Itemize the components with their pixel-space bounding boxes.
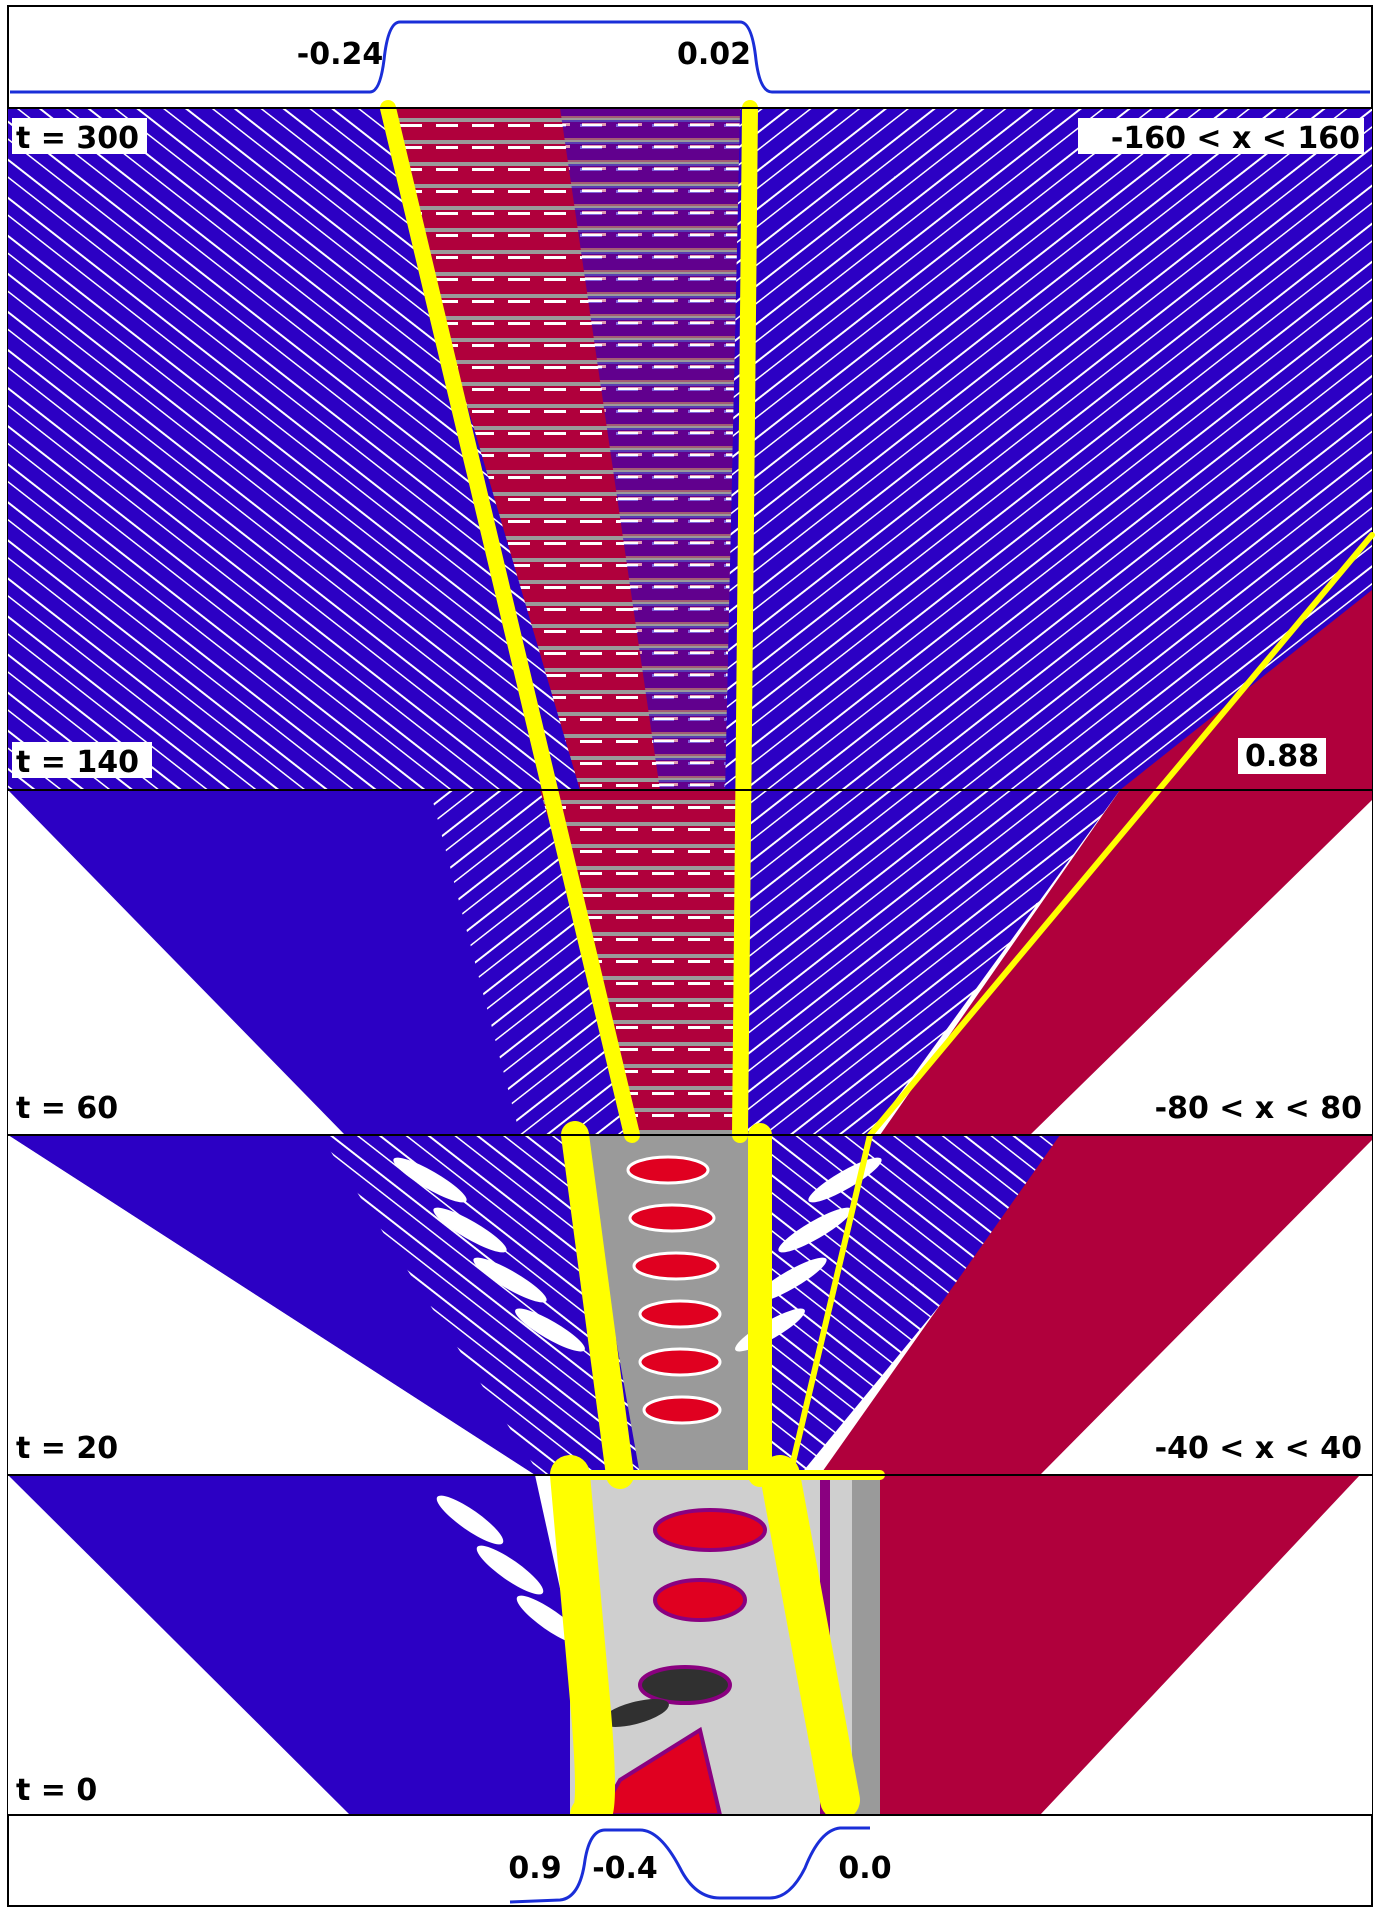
section-t140-t300: [8, 108, 1372, 790]
left-blue-wedge-4: [8, 1475, 610, 1815]
time-label-140: t = 140: [16, 745, 139, 780]
bottom-right-value: 0.0: [838, 1851, 891, 1886]
left-blue-wedge-2: [8, 790, 520, 1135]
left-yellow-ray: [380, 100, 640, 1143]
bottom-middle-value: -0.4: [592, 1851, 658, 1886]
red-blob-4a: [653, 1508, 767, 1552]
red-blob-4b: [653, 1578, 747, 1622]
range-label-80: -80 < x < 80: [1155, 1091, 1362, 1126]
top-left-value: -0.24: [297, 37, 383, 72]
left-blue-wedge-3: [8, 1135, 620, 1475]
time-label-0: t = 0: [16, 1773, 97, 1808]
time-labels: t = 300 t = 140 t = 60 t = 20 t = 0: [12, 118, 152, 1808]
time-label-60: t = 60: [16, 1091, 118, 1126]
red-blobs-3: [626, 1155, 722, 1425]
range-labels: -160 < x < 160 -80 < x < 80 -40 < x < 40: [1078, 118, 1364, 1466]
bottom-left-value: 0.9: [508, 1851, 561, 1886]
bottom-profile-curve: [509, 1826, 870, 1904]
streak-field-right: [700, 108, 1372, 790]
top-profile: -0.24 0.02: [7, 5, 1373, 109]
time-label-20: t = 20: [16, 1431, 118, 1466]
dark-blob-4: [638, 1665, 732, 1705]
time-label-300: t = 300: [16, 121, 139, 156]
right-red-wedge-2: [880, 790, 1372, 1135]
annotation-value: 0.88: [1245, 739, 1319, 774]
blue-core-region: [560, 108, 740, 790]
top-profile-curve: [10, 20, 1370, 94]
top-right-value: 0.02: [677, 37, 751, 72]
bottom-profile: 0.9 -0.4 0.0: [7, 1814, 1373, 1907]
section-t60-t140: [8, 790, 1372, 1135]
range-label-160: -160 < x < 160: [1111, 121, 1360, 156]
right-red-wedge-4: [880, 1475, 1360, 1815]
section-t0-t20: [8, 1475, 1372, 1817]
range-label-40: -40 < x < 40: [1155, 1431, 1362, 1466]
red-core-2: [540, 790, 740, 1135]
right-red-wedge-3: [820, 1135, 1372, 1475]
annotation-box: [1238, 738, 1326, 774]
right-yellow-ray: [732, 100, 758, 1143]
section-t20-t60: [8, 1135, 1372, 1475]
